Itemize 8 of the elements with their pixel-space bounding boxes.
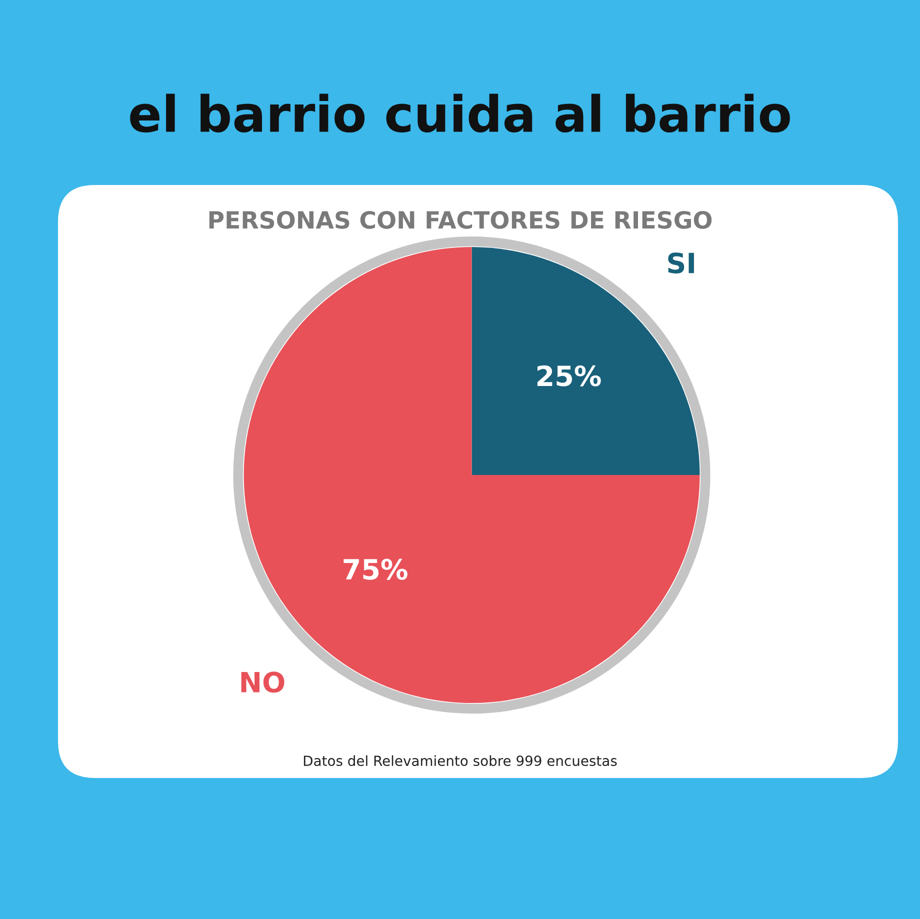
slice-label: SI — [668, 252, 694, 274]
data-label: 75% — [344, 558, 408, 580]
pie-slice — [472, 247, 700, 476]
slice-label: NO — [241, 672, 284, 693]
chart-title: el barrio cuida al barrio — [130, 94, 790, 133]
text: Datos del Relevamiento sobre 999 encuestas — [304, 755, 617, 766]
chart-subtitle: PERSONAS CON FACTORES DE RIESGO — [209, 210, 712, 229]
data-label: 25% — [537, 365, 601, 386]
